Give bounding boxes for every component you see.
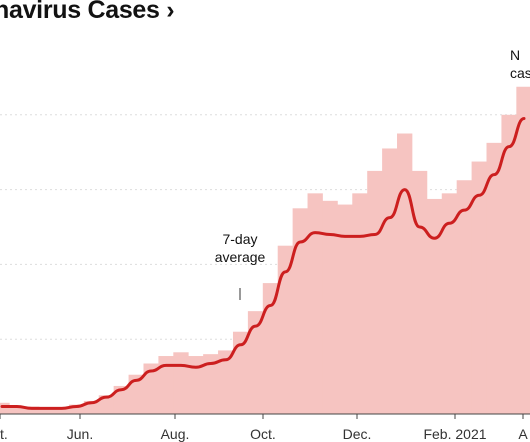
bar-9 — [128, 374, 144, 414]
annotation-7day-line-1: average — [215, 249, 266, 265]
bar-35 — [516, 86, 530, 414]
bar-25 — [367, 170, 383, 414]
bar-21 — [307, 193, 323, 414]
annotation-new-cases-line-1: cas — [510, 65, 530, 81]
bar-16 — [232, 331, 249, 414]
tick-label-3: Oct. — [250, 426, 276, 442]
bar-3 — [39, 408, 55, 414]
bar-19 — [277, 245, 294, 414]
tick-label-4: Dec. — [343, 426, 372, 442]
bar-18 — [262, 283, 279, 414]
bar-28 — [411, 170, 428, 414]
bar-1 — [9, 406, 25, 414]
tick-label-0: t. — [0, 426, 8, 442]
tick-label-5: Feb. 2021 — [423, 426, 486, 442]
bar-33 — [486, 142, 502, 414]
bar-27 — [397, 133, 413, 414]
bar-34 — [501, 114, 517, 415]
tick-label-6: A — [518, 426, 528, 442]
bar-11 — [158, 356, 174, 414]
bar-31 — [456, 180, 473, 414]
bar-0 — [0, 402, 10, 414]
bar-20 — [292, 208, 308, 414]
bar-13 — [188, 356, 204, 414]
bar-17 — [247, 311, 264, 414]
bar-23 — [337, 204, 353, 414]
bar-4 — [53, 408, 70, 414]
bar-10 — [143, 363, 159, 414]
annotation-new-cases-line-0: N — [510, 47, 520, 63]
tick-label-2: Aug. — [161, 426, 190, 442]
bar-5 — [68, 404, 85, 414]
daily-bars — [0, 86, 530, 415]
chart-title[interactable]: navirus Cases › — [0, 0, 175, 24]
x-axis-ticks: t. Jun. Aug. Oct. Dec. Feb. 2021 A — [0, 414, 528, 442]
bar-15 — [218, 350, 234, 414]
bar-14 — [203, 354, 219, 414]
bar-7 — [98, 395, 115, 414]
bar-29 — [426, 198, 443, 414]
average-line — [0, 117, 526, 410]
bar-30 — [441, 193, 458, 414]
bar-8 — [113, 385, 129, 414]
tick-label-1: Jun. — [67, 426, 93, 442]
bar-2 — [24, 406, 40, 414]
bar-22 — [322, 200, 338, 414]
annotation-7day-line-0: 7-day — [222, 231, 257, 247]
bar-26 — [382, 148, 398, 414]
bar-12 — [173, 352, 189, 414]
bar-24 — [352, 193, 368, 414]
bar-32 — [471, 161, 487, 414]
